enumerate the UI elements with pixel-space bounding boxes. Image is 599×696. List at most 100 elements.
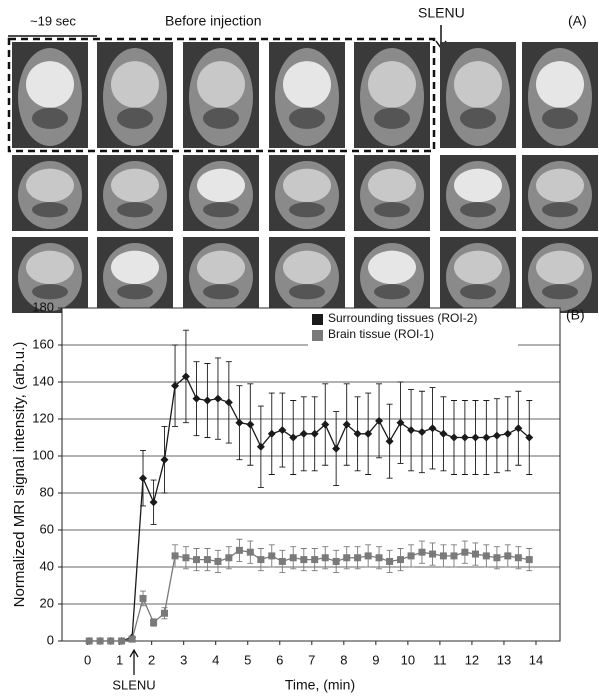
point [172,552,179,559]
point [279,558,286,565]
point [107,638,114,645]
mri-image [522,237,598,313]
point [354,554,361,561]
mri-brain [368,169,416,202]
point [397,556,404,563]
mri-detail [203,202,239,217]
x-tick-label: 6 [276,652,283,667]
mri-brain [283,169,331,202]
point [440,552,447,559]
point [386,558,393,565]
mri-detail [203,108,239,129]
y-tick-label: 100 [32,447,54,462]
x-tick-label: 4 [212,652,219,667]
x-tick-label: 13 [497,652,511,667]
point [97,638,104,645]
point [161,610,168,617]
annotation: SLENU [112,677,155,692]
time-label: ~19 sec [30,13,76,28]
mri-image [269,237,345,313]
point [461,549,468,556]
mri-image [354,155,430,231]
point [311,556,318,563]
legend-swatch [312,314,323,325]
y-tick-label: 120 [32,410,54,425]
mri-detail [460,202,496,217]
group-label: Before injection [165,13,262,29]
mri-image [97,237,173,313]
legend-label: Brain tissue (ROI-1) [328,327,434,341]
y-tick-label: 80 [40,484,54,499]
mri-detail [374,202,410,217]
point [504,552,511,559]
mri-image [97,42,173,148]
point [150,619,157,626]
mri-brain [536,61,584,108]
mri-image [440,42,516,148]
x-tick-label: 2 [148,652,155,667]
mri-detail [203,284,239,299]
mri-detail [374,284,410,299]
mri-brain [454,61,502,108]
mri-brain [368,61,416,108]
point [140,595,147,602]
mri-image [97,155,173,231]
image-grid [12,42,598,313]
mri-brain [197,169,245,202]
x-tick-label: 14 [529,652,543,667]
mri-brain [26,251,74,284]
point [204,556,211,563]
mri-image [269,42,345,148]
legend-swatch [312,330,323,341]
mri-brain [368,251,416,284]
mri-image [522,155,598,231]
point [408,552,415,559]
x-tick-label: 7 [308,652,315,667]
mri-detail [289,284,325,299]
mri-detail [289,108,325,129]
x-tick-label: 9 [372,652,379,667]
y-tick-label: 160 [32,336,54,351]
mri-detail [460,108,496,129]
mri-image [12,155,88,231]
annotation-arrow [130,650,138,675]
point [257,556,264,563]
mri-detail [542,202,578,217]
mri-detail [460,284,496,299]
mri-detail [32,108,68,129]
mri-brain [283,251,331,284]
mri-image [522,42,598,148]
arrow-label: SLENU [418,5,465,21]
mri-detail [117,284,153,299]
point [236,547,243,554]
mri-image [269,155,345,231]
mri-detail [542,284,578,299]
mri-detail [32,284,68,299]
x-tick-label: 0 [84,652,91,667]
mri-brain [111,169,159,202]
mri-brain [454,251,502,284]
point [225,554,232,561]
point [450,552,457,559]
point [365,552,372,559]
point [429,551,436,558]
y-tick-label: 20 [40,595,54,610]
x-tick-label: 12 [465,652,479,667]
mri-image [183,155,259,231]
mri-brain [26,61,74,108]
point [483,552,490,559]
mri-image [440,237,516,313]
mri-brain [197,251,245,284]
point [343,554,350,561]
point [182,554,189,561]
x-tick-label: 8 [340,652,347,667]
point [376,554,383,561]
y-tick-label: 40 [40,558,54,573]
mri-brain [454,169,502,202]
y-axis-label: Normalized MRI signal intensity, (arb.u.… [11,342,28,608]
legend-label: Surrounding tissues (ROI-2) [328,311,477,325]
point [493,554,500,561]
point [300,556,307,563]
figure: ~19 sec Before injection SLENU (A) 02040… [0,0,599,696]
panel-label: (B) [566,307,585,323]
